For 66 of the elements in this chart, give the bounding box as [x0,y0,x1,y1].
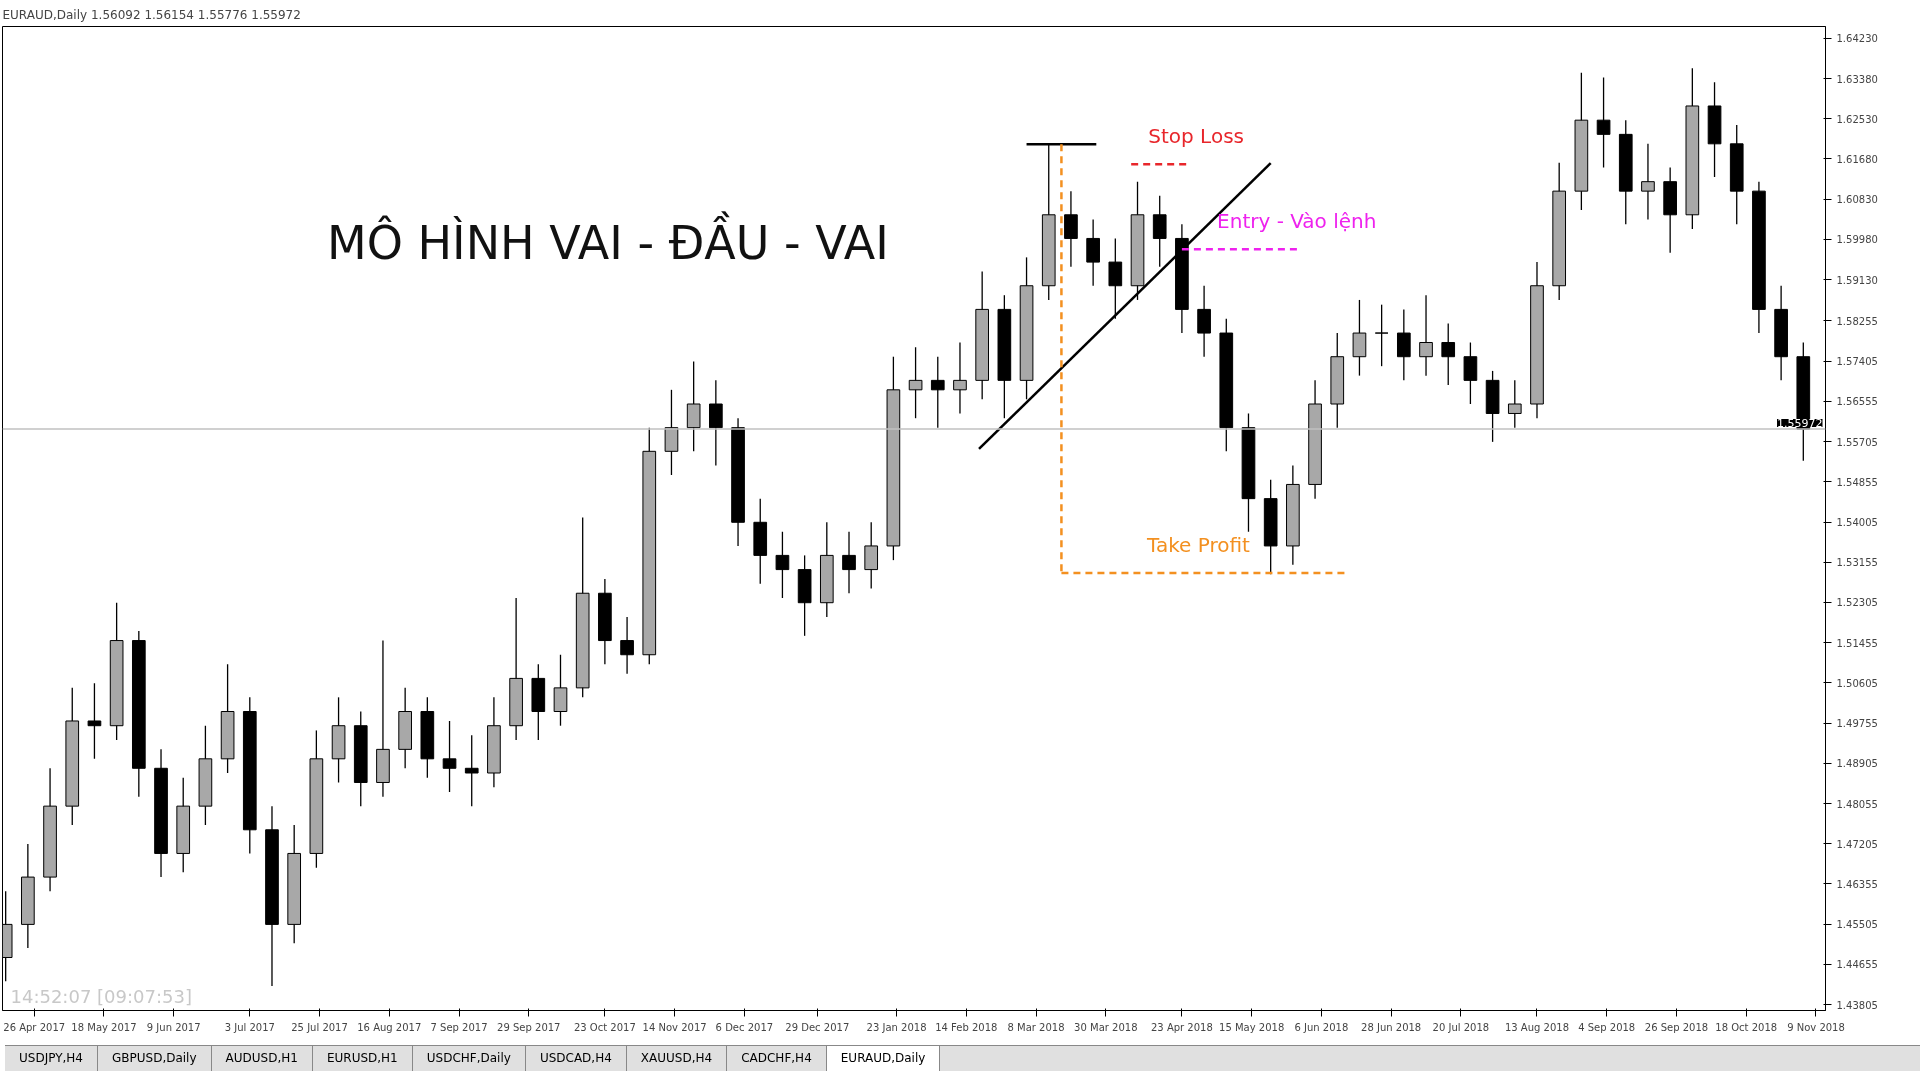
ref-line-label: 1.55972 [1777,416,1823,430]
text: GBPUSD,Daily [97,1046,212,1072]
text: USDCHF,Daily [412,1046,526,1072]
y-tick-label: 1.59980 [1836,234,1878,246]
text: USDJPY,H4 [5,1046,98,1072]
x-tick-label: 13 Aug 2018 [1504,1021,1570,1033]
x-tick-label: 7 Sep 2017 [430,1021,488,1033]
x-tick-label: 15 May 2018 [1219,1021,1285,1033]
y-tick-label: 1.50605 [1836,677,1878,689]
x-tick-label: 6 Dec 2017 [715,1021,774,1033]
y-tick-label: 1.52305 [1836,597,1878,609]
y-tick-label: 1.55705 [1836,436,1878,448]
x-tick-label: 6 Jun 2018 [1294,1021,1349,1033]
x-tick-label: 23 Apr 2018 [1150,1021,1213,1033]
text: CADCHF,H4 [727,1046,827,1072]
y-tick-label: 1.56555 [1836,396,1878,408]
y-tick-label: 1.48055 [1836,798,1878,810]
x-tick-label: 18 May 2017 [71,1021,137,1033]
y-tick-label: 1.54005 [1836,517,1878,529]
x-tick-label: 18 Oct 2018 [1715,1021,1778,1033]
text: USDCAD,H4 [525,1046,627,1072]
y-tick-label: 1.60830 [1836,194,1878,206]
text: EURAUD,Daily [826,1046,941,1072]
text: XAUUSD,H4 [626,1046,728,1072]
y-tick-label: 1.46355 [1836,878,1878,890]
y-tick-label: 1.57405 [1836,356,1878,368]
y-tick-label: 1.61680 [1836,153,1878,165]
x-tick-label: 4 Sep 2018 [1578,1021,1636,1033]
series-label: Entry - Vào lệnh [1217,209,1377,234]
y-tick-label: 1.51455 [1836,637,1878,649]
x-tick-label: 26 Sep 2018 [1644,1021,1709,1033]
series-label: Take Profit [1146,532,1251,557]
annotation: MÔ HÌNH VAI - ĐẦU - VAI [326,210,889,270]
x-tick-label: 16 Aug 2017 [357,1021,422,1033]
x-tick-label: 14 Nov 2017 [642,1021,707,1033]
y-tick-label: 1.49755 [1836,718,1878,730]
x-tick-label: 9 Nov 2018 [1787,1021,1845,1033]
y-tick-label: 1.54855 [1836,476,1878,488]
x-tick-label: 29 Dec 2017 [785,1021,850,1033]
y-tick-label: 1.59130 [1836,274,1878,286]
y-tick-label: 1.58255 [1836,315,1878,327]
x-tick-label: 30 Mar 2018 [1074,1021,1138,1033]
x-tick-label: 14 Feb 2018 [935,1021,998,1033]
x-tick-label: 28 Jun 2018 [1361,1021,1422,1033]
y-tick-label: 1.48905 [1836,758,1878,770]
x-tick-label: 20 Jul 2018 [1432,1021,1490,1033]
text: AUDUSD,H1 [211,1046,313,1072]
y-tick-label: 1.53155 [1836,557,1878,569]
series-label: Stop Loss [1148,124,1244,149]
y-tick-label: 1.62530 [1836,113,1878,125]
x-tick-label: 8 Mar 2018 [1007,1021,1065,1033]
x-tick-label: 3 Jul 2017 [224,1021,275,1033]
y-tick-label: 1.44655 [1836,959,1878,971]
y-tick-label: 1.45505 [1836,919,1878,931]
x-tick-label: 23 Jan 2018 [866,1021,927,1033]
x-tick-label: 26 Apr 2017 [3,1021,66,1033]
y-tick-label: 1.63380 [1836,73,1878,85]
x-tick-label: 9 Jun 2017 [146,1021,201,1033]
y-tick-label: 1.43805 [1836,999,1878,1011]
y-tick-label: 1.64230 [1836,33,1878,45]
chart-title: EURAUD,Daily 1.56092 1.56154 1.55776 1.55972 [2,7,301,22]
x-tick-label: 23 Oct 2017 [573,1021,636,1033]
x-tick-label: 29 Sep 2017 [497,1021,561,1033]
x-tick-label: 25 Jul 2017 [291,1021,348,1033]
y-tick-label: 1.47205 [1836,838,1878,850]
text: EURUSD,H1 [312,1046,413,1072]
